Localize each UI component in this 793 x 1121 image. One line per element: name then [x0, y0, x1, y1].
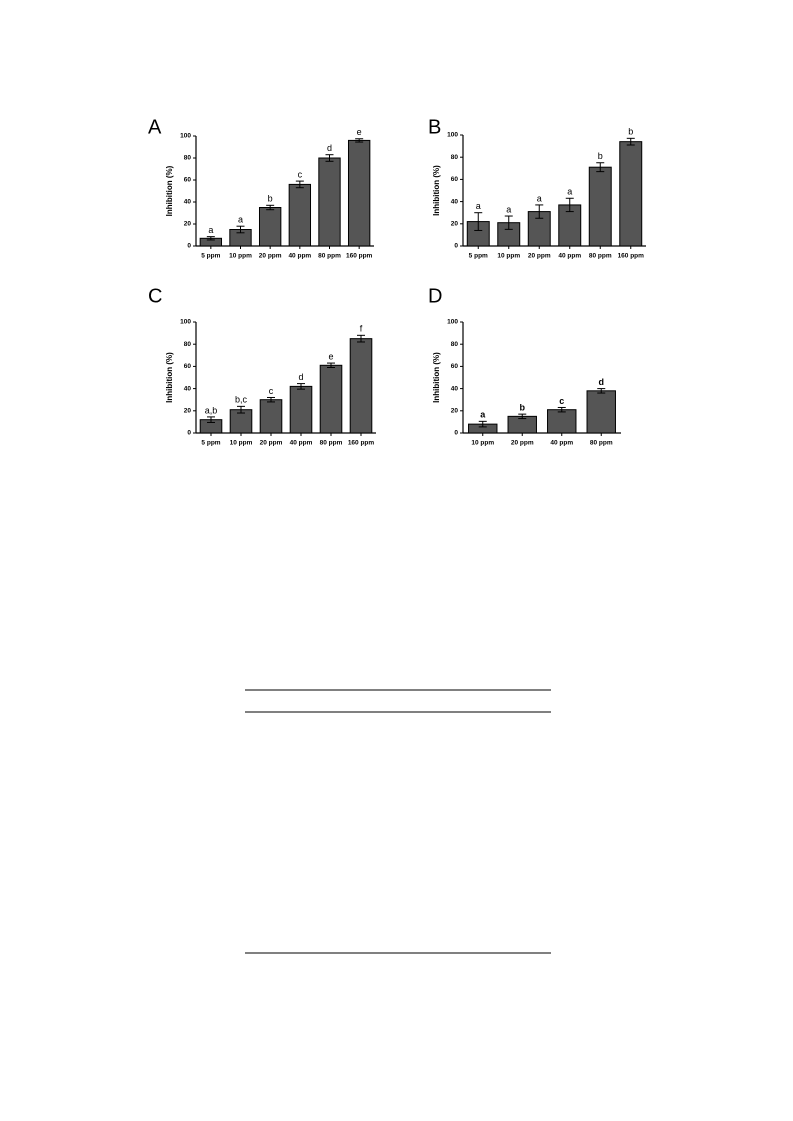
- bar: [547, 409, 577, 434]
- significance-letter: b: [628, 127, 633, 137]
- y-tick-label: 60: [451, 363, 459, 370]
- significance-letter: b: [598, 151, 603, 161]
- significance-letter: e: [357, 127, 362, 137]
- x-tick-label: 20 ppm: [511, 440, 534, 447]
- y-tick-label: 40: [451, 198, 459, 205]
- significance-letter: b: [520, 403, 526, 413]
- x-tick-label: 20 ppm: [528, 253, 551, 260]
- y-tick-label: 60: [184, 177, 192, 184]
- x-tick-label: 80 ppm: [590, 440, 613, 447]
- bar: [289, 385, 313, 434]
- significance-letter: d: [599, 377, 605, 387]
- y-tick-label: 100: [180, 319, 191, 326]
- x-tick-label: 160 ppm: [618, 253, 645, 260]
- bar: [318, 157, 341, 247]
- bar: [288, 183, 312, 247]
- x-tick-label: 80 ppm: [318, 253, 341, 260]
- x-tick-label: 20 ppm: [260, 440, 283, 447]
- significance-letter: b,c: [235, 395, 248, 405]
- y-tick-label: 100: [447, 132, 458, 139]
- significance-letter: c: [559, 396, 564, 406]
- y-tick-label: 80: [184, 341, 192, 348]
- y-tick-label: 20: [184, 408, 192, 415]
- y-axis-label: Inhibition (%): [432, 352, 441, 403]
- y-tick-label: 20: [451, 408, 459, 415]
- x-tick-label: 40 ppm: [550, 440, 573, 447]
- y-tick-label: 60: [184, 363, 192, 370]
- y-tick-label: 80: [184, 155, 192, 162]
- bar: [586, 390, 616, 434]
- y-tick-label: 0: [454, 243, 458, 250]
- y-tick-label: 80: [451, 154, 459, 161]
- x-tick-label: 40 ppm: [288, 253, 311, 260]
- x-tick-label: 10 ppm: [230, 440, 253, 447]
- bar: [347, 139, 371, 247]
- x-tick-label: 80 ppm: [320, 440, 343, 447]
- panel-label: A: [148, 116, 162, 138]
- panel-label: B: [428, 116, 441, 138]
- x-tick-label: 160 ppm: [346, 253, 373, 260]
- x-tick-label: 5 ppm: [201, 253, 220, 260]
- y-axis-label: Inhibition (%): [432, 165, 441, 216]
- significance-letter: d: [298, 372, 303, 382]
- significance-letter: d: [327, 143, 332, 153]
- x-tick-label: 10 ppm: [497, 253, 520, 260]
- y-axis-label: Inhibition (%): [165, 165, 174, 216]
- y-tick-label: 0: [454, 430, 458, 437]
- y-tick-label: 40: [451, 385, 459, 392]
- significance-letter: c: [298, 169, 303, 179]
- bar: [259, 399, 283, 434]
- x-tick-label: 10 ppm: [229, 253, 252, 260]
- significance-letter: a: [208, 225, 213, 235]
- y-axis-label: Inhibition (%): [165, 352, 174, 403]
- x-tick-label: 5 ppm: [469, 253, 488, 260]
- significance-letter: c: [269, 386, 274, 396]
- bar: [258, 207, 282, 247]
- x-tick-label: 80 ppm: [589, 253, 612, 260]
- significance-letter: a: [537, 193, 542, 203]
- significance-letter: a: [476, 201, 481, 211]
- significance-letter: a: [480, 410, 486, 420]
- x-tick-label: 20 ppm: [259, 253, 282, 260]
- x-tick-label: 160 ppm: [348, 440, 375, 447]
- y-tick-label: 80: [451, 341, 459, 348]
- y-tick-label: 100: [180, 133, 191, 140]
- y-tick-label: 20: [184, 221, 192, 228]
- panel-label: D: [428, 285, 442, 307]
- significance-letter: a,b: [205, 405, 218, 415]
- significance-letter: e: [328, 351, 333, 361]
- y-tick-label: 20: [451, 221, 459, 228]
- y-tick-label: 60: [451, 176, 459, 183]
- x-tick-label: 5 ppm: [201, 440, 220, 447]
- y-tick-label: 40: [184, 385, 192, 392]
- bar: [319, 364, 343, 434]
- significance-letter: a: [238, 215, 243, 225]
- x-tick-label: 10 ppm: [471, 440, 494, 447]
- bar: [588, 166, 612, 247]
- bar: [619, 141, 643, 247]
- x-tick-label: 40 ppm: [290, 440, 313, 447]
- bar: [349, 338, 373, 434]
- x-tick-label: 40 ppm: [558, 253, 581, 260]
- y-tick-label: 0: [187, 430, 191, 437]
- significance-letter: f: [360, 324, 363, 334]
- significance-letter: a: [567, 187, 572, 197]
- y-tick-label: 100: [447, 319, 458, 326]
- panel-label: C: [148, 285, 162, 307]
- significance-letter: a: [506, 204, 511, 214]
- y-tick-label: 0: [187, 243, 191, 250]
- significance-letter: b: [268, 194, 273, 204]
- y-tick-label: 40: [184, 199, 192, 206]
